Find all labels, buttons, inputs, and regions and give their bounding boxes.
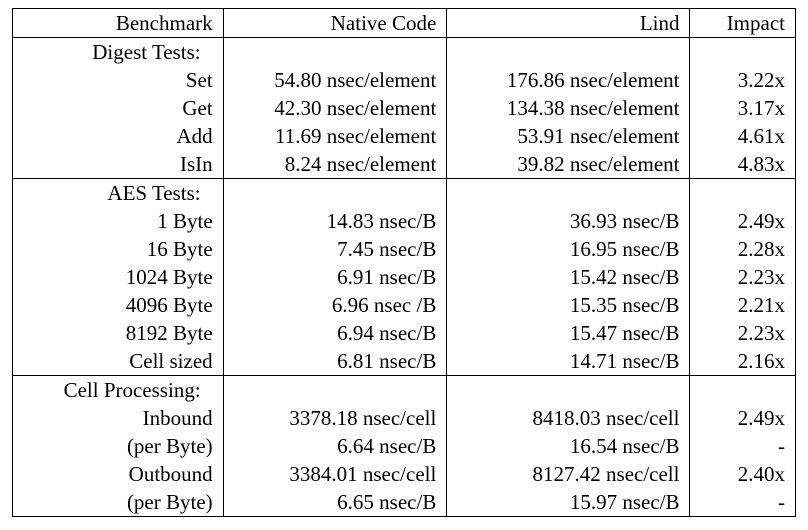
header-native-code: Native Code bbox=[223, 8, 448, 38]
native-cell: 8.24 nsec/element bbox=[223, 150, 448, 179]
benchmark-cell: Get bbox=[12, 94, 224, 122]
benchmark-cell: 1024 Byte bbox=[12, 263, 224, 291]
table-row: IsIn 8.24 nsec/element 39.82 nsec/elemen… bbox=[12, 150, 796, 179]
impact-cell: 2.49x bbox=[689, 404, 796, 432]
native-cell: 6.64 nsec/B bbox=[223, 432, 448, 460]
lind-cell: 16.95 nsec/B bbox=[446, 235, 691, 263]
section-title: AES Tests: bbox=[12, 178, 224, 207]
native-cell: 6.96 nsec /B bbox=[223, 291, 448, 319]
header-impact: Impact bbox=[689, 8, 796, 38]
benchmark-table: Benchmark Native Code Lind Impact Digest… bbox=[12, 8, 796, 517]
impact-cell: 2.21x bbox=[689, 291, 796, 319]
section-title: Digest Tests: bbox=[12, 37, 224, 66]
benchmark-cell: Inbound bbox=[12, 404, 224, 432]
header-benchmark: Benchmark bbox=[12, 8, 224, 38]
impact-cell: - bbox=[689, 432, 796, 460]
table-row: (per Byte) 6.64 nsec/B 16.54 nsec/B - bbox=[12, 432, 796, 460]
native-cell: 3378.18 nsec/cell bbox=[223, 404, 448, 432]
benchmark-cell: 16 Byte bbox=[12, 235, 224, 263]
section-title: Cell Processing: bbox=[12, 375, 224, 404]
section-cell-processing: Cell Processing: Inbound 3378.18 nsec/ce… bbox=[12, 375, 796, 517]
lind-cell: 15.42 nsec/B bbox=[446, 263, 691, 291]
lind-cell: 16.54 nsec/B bbox=[446, 432, 691, 460]
lind-cell: 176.86 nsec/element bbox=[446, 66, 691, 94]
impact-cell: - bbox=[689, 488, 796, 517]
lind-cell: 8418.03 nsec/cell bbox=[446, 404, 691, 432]
benchmark-cell: (per Byte) bbox=[12, 432, 224, 460]
native-cell: 6.65 nsec/B bbox=[223, 488, 448, 517]
benchmark-cell: Outbound bbox=[12, 460, 224, 488]
table-row: 8192 Byte 6.94 nsec/B 15.47 nsec/B 2.23x bbox=[12, 319, 796, 347]
benchmark-cell: IsIn bbox=[12, 150, 224, 179]
section-title-row: Cell Processing: bbox=[12, 375, 796, 404]
table-row: (per Byte) 6.65 nsec/B 15.97 nsec/B - bbox=[12, 488, 796, 517]
header-lind: Lind bbox=[446, 8, 691, 38]
lind-cell: 36.93 nsec/B bbox=[446, 207, 691, 235]
section-title-row: AES Tests: bbox=[12, 178, 796, 207]
impact-cell: 3.17x bbox=[689, 94, 796, 122]
benchmark-cell: 8192 Byte bbox=[12, 319, 224, 347]
section-digest-tests: Digest Tests: Set 54.80 nsec/element 176… bbox=[12, 37, 796, 179]
lind-cell: 14.71 nsec/B bbox=[446, 347, 691, 376]
section-aes-tests: AES Tests: 1 Byte 14.83 nsec/B 36.93 nse… bbox=[12, 178, 796, 376]
table-row: Inbound 3378.18 nsec/cell 8418.03 nsec/c… bbox=[12, 404, 796, 432]
native-cell: 3384.01 nsec/cell bbox=[223, 460, 448, 488]
native-cell: 6.94 nsec/B bbox=[223, 319, 448, 347]
impact-cell: 2.23x bbox=[689, 263, 796, 291]
impact-cell: 2.28x bbox=[689, 235, 796, 263]
table-row: 1 Byte 14.83 nsec/B 36.93 nsec/B 2.49x bbox=[12, 207, 796, 235]
benchmark-cell: 1 Byte bbox=[12, 207, 224, 235]
lind-cell: 53.91 nsec/element bbox=[446, 122, 691, 150]
benchmark-cell: Cell sized bbox=[12, 347, 224, 376]
table-row: Add 11.69 nsec/element 53.91 nsec/elemen… bbox=[12, 122, 796, 150]
table-row: 16 Byte 7.45 nsec/B 16.95 nsec/B 2.28x bbox=[12, 235, 796, 263]
impact-cell: 2.23x bbox=[689, 319, 796, 347]
table-row: 4096 Byte 6.96 nsec /B 15.35 nsec/B 2.21… bbox=[12, 291, 796, 319]
native-cell: 11.69 nsec/element bbox=[223, 122, 448, 150]
native-cell: 6.81 nsec/B bbox=[223, 347, 448, 376]
lind-cell: 15.47 nsec/B bbox=[446, 319, 691, 347]
impact-cell: 2.40x bbox=[689, 460, 796, 488]
lind-cell: 8127.42 nsec/cell bbox=[446, 460, 691, 488]
table-row: Set 54.80 nsec/element 176.86 nsec/eleme… bbox=[12, 66, 796, 94]
table-row: Outbound 3384.01 nsec/cell 8127.42 nsec/… bbox=[12, 460, 796, 488]
benchmark-cell: Add bbox=[12, 122, 224, 150]
benchmark-cell: Set bbox=[12, 66, 224, 94]
table-row: Get 42.30 nsec/element 134.38 nsec/eleme… bbox=[12, 94, 796, 122]
impact-cell: 4.61x bbox=[689, 122, 796, 150]
native-cell: 54.80 nsec/element bbox=[223, 66, 448, 94]
lind-cell: 15.97 nsec/B bbox=[446, 488, 691, 517]
benchmark-cell: 4096 Byte bbox=[12, 291, 224, 319]
lind-cell: 39.82 nsec/element bbox=[446, 150, 691, 179]
section-title-row: Digest Tests: bbox=[12, 37, 796, 66]
lind-cell: 15.35 nsec/B bbox=[446, 291, 691, 319]
native-cell: 14.83 nsec/B bbox=[223, 207, 448, 235]
impact-cell: 2.16x bbox=[689, 347, 796, 376]
header-row: Benchmark Native Code Lind Impact bbox=[12, 8, 796, 38]
impact-cell: 4.83x bbox=[689, 150, 796, 179]
native-cell: 42.30 nsec/element bbox=[223, 94, 448, 122]
native-cell: 7.45 nsec/B bbox=[223, 235, 448, 263]
impact-cell: 2.49x bbox=[689, 207, 796, 235]
table-row: Cell sized 6.81 nsec/B 14.71 nsec/B 2.16… bbox=[12, 347, 796, 376]
benchmark-cell: (per Byte) bbox=[12, 488, 224, 517]
lind-cell: 134.38 nsec/element bbox=[446, 94, 691, 122]
native-cell: 6.91 nsec/B bbox=[223, 263, 448, 291]
impact-cell: 3.22x bbox=[689, 66, 796, 94]
table-row: 1024 Byte 6.91 nsec/B 15.42 nsec/B 2.23x bbox=[12, 263, 796, 291]
